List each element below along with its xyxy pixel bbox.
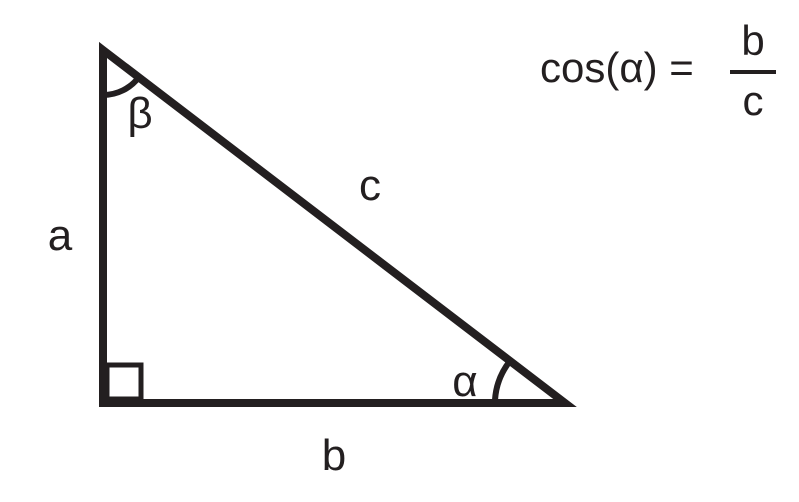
side-a-label: a: [48, 211, 73, 260]
equation-arg: α: [619, 44, 643, 91]
angle-alpha-label: α: [452, 357, 477, 406]
equation-prefix: cos(: [540, 44, 619, 91]
side-b-label: b: [322, 431, 346, 480]
right-angle-marker: [107, 365, 141, 399]
equation-denominator: c: [743, 77, 764, 124]
angle-alpha-arc: [495, 361, 510, 400]
equation-suffix: ) =: [644, 44, 694, 91]
equation-text: cos(α) =: [540, 44, 694, 91]
angle-beta-label: β: [127, 89, 152, 138]
side-c-label: c: [359, 161, 381, 210]
triangle-diagram: a b c β α cos(α) = b c: [0, 0, 799, 502]
triangle-shape: [103, 50, 565, 403]
triangle: [103, 50, 565, 403]
equation: cos(α) = b c: [540, 17, 776, 124]
equation-numerator: b: [741, 17, 764, 64]
